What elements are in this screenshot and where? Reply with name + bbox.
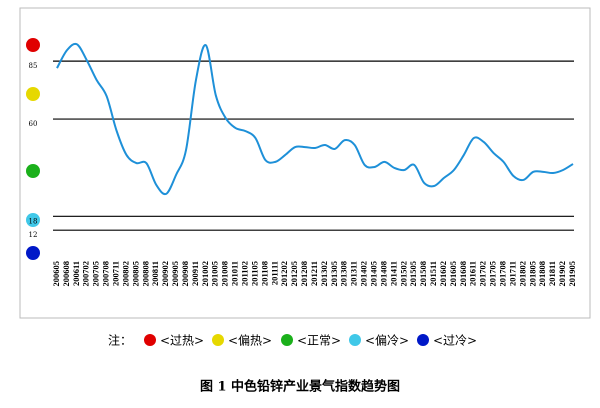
- x-tick-label: 201408: [378, 261, 388, 287]
- x-tick-label: 200705: [91, 261, 101, 287]
- zone-ball: [26, 38, 40, 52]
- x-tick-label: 200708: [101, 261, 111, 287]
- x-tick-label: 201108: [259, 261, 269, 286]
- x-tick-label: 200711: [110, 261, 120, 286]
- legend-label: <过冷>: [433, 334, 477, 348]
- y-tick-label: 12: [29, 231, 38, 239]
- note-label: 注：: [108, 333, 132, 348]
- x-tick-label: 201402: [359, 261, 369, 287]
- legend-ball: [417, 334, 429, 346]
- x-tick-label: 201802: [517, 261, 527, 287]
- legend-label: <偏冷>: [365, 333, 409, 348]
- x-tick-label: 201202: [279, 261, 289, 287]
- x-tick-label: 201502: [398, 261, 408, 287]
- x-tick-label: 200605: [51, 261, 61, 287]
- x-tick-label: 201111: [269, 261, 279, 285]
- x-tick-label: 201608: [458, 261, 468, 287]
- x-tick-label: 200811: [150, 261, 160, 286]
- x-tick-label: 201302: [319, 261, 329, 287]
- x-tick-label: 201002: [200, 261, 210, 287]
- legend-label: <过热>: [160, 334, 204, 348]
- legend-ball: [144, 334, 156, 346]
- x-tick-label: 201805: [527, 261, 537, 287]
- x-tick-label: 201405: [368, 261, 378, 287]
- x-tick-label: 201311: [349, 261, 359, 286]
- x-tick-label: 201602: [438, 261, 448, 287]
- legend-label: <正常>: [297, 334, 341, 348]
- x-tick-label: 200805: [130, 261, 140, 287]
- x-tick-label: 201508: [418, 261, 428, 287]
- plot-frame: [19, 7, 591, 319]
- index-line: [56, 42, 574, 196]
- y-tick-label: 18: [29, 217, 38, 225]
- x-tick-label: 201008: [220, 261, 230, 287]
- x-tick-label: 201411: [388, 261, 398, 286]
- chart-title: 图 1 中色铅锌产业景气指数趋势图: [200, 379, 400, 395]
- y-tick-label: 60: [29, 120, 38, 128]
- legend-ball: [281, 334, 293, 346]
- x-tick-label: 201611: [468, 261, 478, 286]
- x-tick-label: 201308: [339, 261, 349, 287]
- x-tick-label: 201305: [329, 261, 339, 287]
- x-tick-label: 200908: [180, 261, 190, 287]
- x-tick-label: 201905: [567, 261, 577, 287]
- zone-ball: [26, 87, 40, 101]
- zone-ball: [26, 246, 40, 260]
- legend-ball: [212, 334, 224, 346]
- x-tick-label: 200702: [81, 261, 91, 287]
- y-tick-label: 85: [29, 62, 38, 70]
- x-tick-label: 201702: [478, 261, 488, 287]
- x-tick-label: 201005: [210, 261, 220, 287]
- legend-label: <偏热>: [228, 333, 272, 348]
- zone-ball: [26, 164, 40, 178]
- x-tick-label: 201711: [507, 261, 517, 286]
- x-tick-label: 201511: [428, 261, 438, 286]
- zone-ball: [26, 213, 40, 227]
- x-tick-label: 201011: [230, 261, 240, 286]
- x-tick-label: 200608: [61, 261, 71, 287]
- x-tick-label: 201208: [299, 261, 309, 287]
- x-tick-label: 200905: [170, 261, 180, 287]
- x-tick-label: 201105: [249, 261, 259, 286]
- x-tick-label: 201205: [289, 261, 299, 287]
- x-tick-label: 200911: [190, 261, 200, 286]
- x-tick-label: 201808: [537, 261, 547, 287]
- x-tick-label: 201505: [408, 261, 418, 287]
- x-tick-label: 201211: [309, 261, 319, 286]
- zone-legend: [144, 334, 429, 346]
- x-tick-label: 201102: [239, 261, 249, 286]
- x-tick-label: 201705: [488, 261, 498, 287]
- zone-markers: [26, 38, 40, 260]
- x-tick-label: 200611: [71, 261, 81, 286]
- legend-ball: [349, 334, 361, 346]
- x-tick-label: 200902: [160, 261, 170, 287]
- x-tick-label: 200802: [120, 261, 130, 287]
- x-tick-label: 200808: [140, 261, 150, 287]
- x-tick-label: 201605: [448, 261, 458, 287]
- x-tick-label: 201902: [557, 261, 567, 287]
- x-tick-label: 201708: [497, 261, 507, 287]
- x-tick-label: 201811: [547, 261, 557, 286]
